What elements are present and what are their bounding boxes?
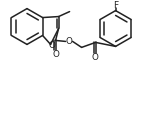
Text: O: O (66, 37, 73, 46)
Text: F: F (113, 1, 118, 10)
Text: O: O (48, 41, 55, 50)
Text: O: O (91, 53, 98, 62)
Text: O: O (52, 50, 59, 59)
